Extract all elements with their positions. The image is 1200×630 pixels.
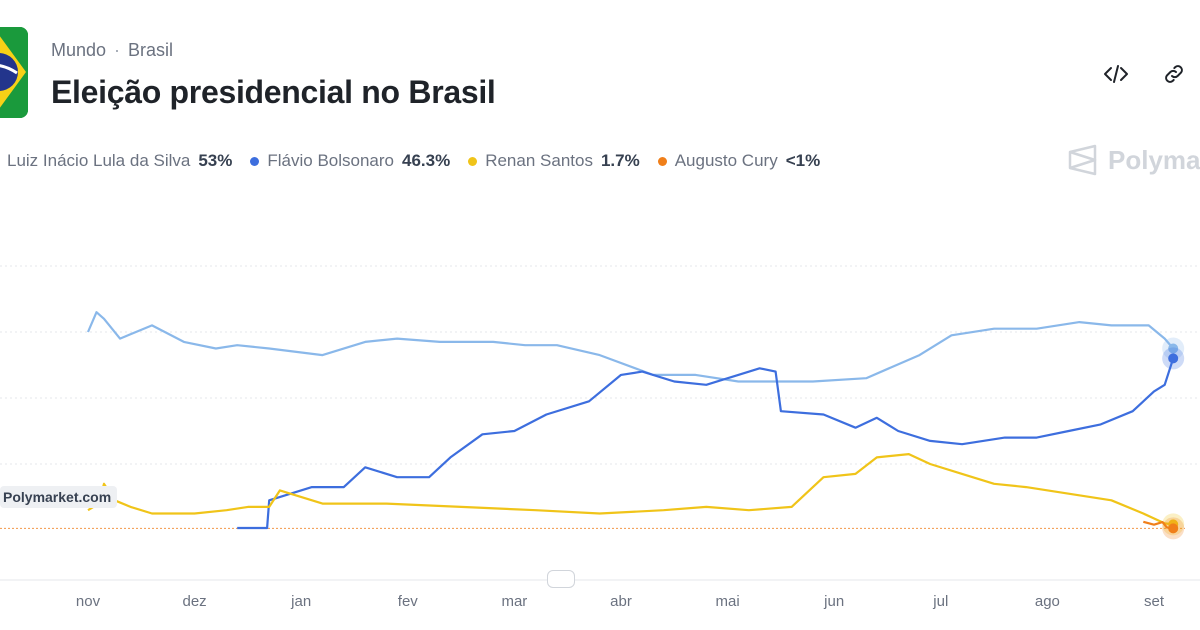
watermark-text: Polymarket xyxy=(1108,144,1200,175)
legend-name-lula: Luiz Inácio Lula da Silva xyxy=(7,151,191,170)
legend-dot-flavio xyxy=(250,156,260,166)
code-icon[interactable] xyxy=(1100,58,1132,90)
x-tick-label-5: abr xyxy=(610,593,632,610)
link-icon[interactable] xyxy=(1158,58,1190,90)
legend-item-flavio[interactable]: Flávio Bolsonaro 46.3% xyxy=(250,151,450,171)
legend-dot-renan xyxy=(468,156,478,166)
x-tick-label-8: jul xyxy=(932,593,948,610)
x-tick-label-7: jun xyxy=(823,593,844,610)
legend-value-flavio: 46.3% xyxy=(402,151,451,170)
breadcrumb-separator: · xyxy=(114,40,121,60)
legend-name-renan: Renan Santos xyxy=(485,151,593,170)
legend-item-cury[interactable]: Augusto Cury <1% xyxy=(657,151,821,171)
range-slider-handle[interactable] xyxy=(547,570,575,588)
legend-item-renan[interactable]: Renan Santos 1.7% xyxy=(468,151,640,171)
legend-name-flavio: Flávio Bolsonaro xyxy=(267,151,394,170)
chart-legend: Luiz Inácio Lula da Silva 53% Flávio Bol… xyxy=(0,151,838,171)
breadcrumb-world[interactable]: Mundo xyxy=(51,40,107,60)
series-line-2 xyxy=(87,453,1174,526)
series-line-0 xyxy=(86,311,1175,383)
x-tick-label-2: jan xyxy=(290,593,311,610)
legend-value-lula: 53% xyxy=(198,151,233,170)
x-tick-label-6: mai xyxy=(716,593,740,610)
brazil-flag-icon xyxy=(0,27,28,118)
legend-value-renan: 1.7% xyxy=(600,151,640,170)
breadcrumb: Mundo · Brasil xyxy=(51,40,173,61)
series-end-point-0 xyxy=(1168,343,1179,354)
line-chart: nov dez jan fev mar abr mai jun jul ago set xyxy=(0,265,1200,610)
polymarket-watermark: Polymarket xyxy=(1068,144,1200,176)
series-end-point-1 xyxy=(1168,353,1179,364)
legend-name-cury: Augusto Cury xyxy=(674,151,778,170)
legend-value-cury: <1% xyxy=(785,151,821,170)
legend-dot-cury xyxy=(657,156,667,166)
breadcrumb-brazil[interactable]: Brasil xyxy=(128,40,174,60)
x-tick-label-9: ago xyxy=(1035,593,1060,610)
source-label: Polymarket.com xyxy=(0,486,118,508)
x-tick-label-0: nov xyxy=(76,593,101,610)
series-end-point-3 xyxy=(1168,523,1179,534)
polymarket-logo-icon xyxy=(1068,144,1097,176)
series-line-1 xyxy=(237,358,1175,530)
x-tick-label-1: dez xyxy=(183,593,207,610)
x-tick-label-10: set xyxy=(1144,593,1165,610)
x-tick-label-3: fev xyxy=(398,593,419,610)
x-tick-label-4: mar xyxy=(501,593,527,610)
page-title: Eleição presidencial no Brasil xyxy=(51,74,496,110)
legend-item-lula[interactable]: Luiz Inácio Lula da Silva 53% xyxy=(0,151,232,171)
